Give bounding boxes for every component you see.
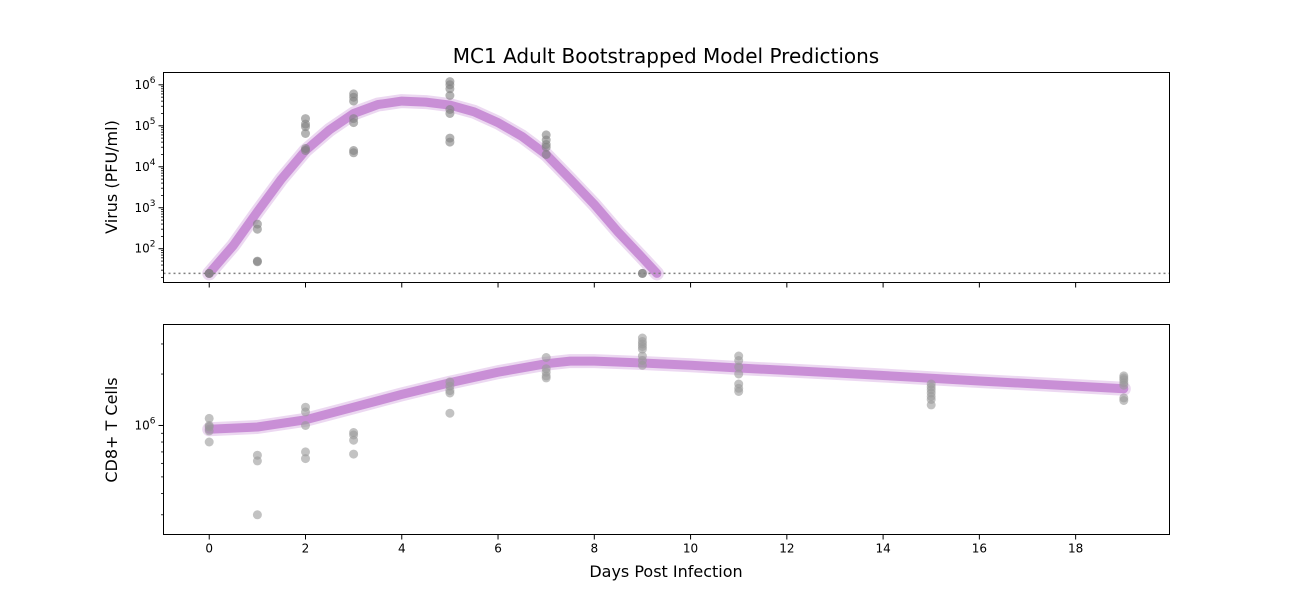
cd8-ytick-label-0: 106 — [134, 416, 155, 432]
cd8-y-ticks: 106 — [134, 343, 164, 516]
virus-ytick-label-3: 105 — [134, 117, 155, 133]
cd8-point-9 — [301, 407, 310, 417]
cd8-point-12 — [301, 454, 310, 464]
cd8-point-41 — [734, 387, 744, 396]
virus-ytick-label-1: 103 — [134, 199, 155, 215]
cd8-point-26 — [541, 373, 551, 383]
cd8-point-48 — [926, 400, 936, 410]
xtick-label-2: 4 — [398, 542, 406, 556]
virus-y-label: Virus (PFU/ml) — [102, 120, 121, 234]
virus-point-11 — [301, 146, 310, 155]
cd8-point-21 — [445, 408, 455, 418]
virus-ytick-label-2: 104 — [134, 158, 155, 174]
cd8-plot-area — [163, 324, 1170, 535]
virus-point-16 — [349, 118, 359, 128]
cd8-point-7 — [252, 510, 262, 520]
xtick-label-6: 12 — [779, 542, 794, 556]
cd8-point-37 — [734, 362, 744, 372]
virus-point-26 — [445, 137, 455, 147]
cd8-point-4 — [204, 437, 214, 447]
virus-ytick-label-4: 106 — [134, 76, 155, 92]
virus-plot-frame — [163, 72, 1170, 283]
virus-point-3 — [252, 224, 262, 234]
virus-y-ticks: 102 103 104 105 106 — [134, 76, 164, 278]
virus-point-22 — [445, 91, 455, 100]
cd8-point-10 — [301, 421, 310, 430]
virus-point-8 — [301, 122, 310, 132]
virus-points — [204, 77, 647, 278]
cd8-x-ticks: 0 2 4 6 8 10 12 14 16 18 — [205, 534, 1083, 556]
cd8-y-label: CD8+ T Cells — [102, 377, 121, 482]
cd8-point-38 — [734, 369, 744, 379]
cd8-point-15 — [349, 435, 359, 445]
virus-panel: 102 103 104 105 106 Virus (PFU/ml) — [102, 72, 1170, 288]
virus-plot-area — [163, 72, 1170, 283]
virus-point-31 — [541, 150, 551, 159]
cd8-point-36 — [734, 356, 744, 365]
cd8-points — [204, 333, 1129, 520]
cd8-point-0 — [204, 413, 214, 423]
cd8-plot-frame — [163, 324, 1170, 535]
cd8-point-11 — [301, 447, 310, 457]
virus-point-9 — [301, 129, 310, 138]
virus-point-30 — [541, 142, 551, 152]
virus-fit-line — [204, 96, 662, 278]
cd8-point-6 — [252, 456, 262, 466]
virus-fit-band — [202, 94, 664, 281]
xtick-label-0: 0 — [205, 542, 213, 556]
chart-title: MC1 Adult Bootstrapped Model Predictions — [453, 44, 879, 68]
virus-point-14 — [349, 96, 359, 106]
cd8-point-55 — [1119, 396, 1129, 405]
xtick-label-5: 10 — [683, 542, 698, 556]
virus-ytick-label-0: 102 — [134, 240, 155, 256]
virus-point-18 — [349, 148, 359, 158]
xtick-label-4: 8 — [590, 542, 598, 556]
cd8-point-53 — [1119, 380, 1129, 390]
virus-x-ticks — [208, 282, 1077, 288]
virus-point-21 — [445, 84, 455, 94]
virus-point-33 — [637, 268, 647, 278]
xtick-label-7: 14 — [875, 542, 890, 556]
xtick-label-9: 18 — [1068, 542, 1083, 556]
virus-point-24 — [445, 109, 455, 118]
cd8-point-20 — [445, 388, 455, 398]
cd8-point-34 — [637, 360, 647, 370]
xtick-label-3: 6 — [494, 542, 502, 556]
cd8-point-31 — [637, 344, 647, 354]
x-axis-label: Days Post Infection — [589, 562, 742, 581]
virus-point-5 — [252, 257, 262, 267]
cd8-point-16 — [349, 449, 359, 459]
cd8-panel: 106 0 2 4 6 8 10 12 14 16 18 CD8+ T Cells — [102, 324, 1170, 556]
xtick-label-8: 16 — [972, 542, 987, 556]
cd8-point-22 — [541, 353, 551, 362]
cd8-point-3 — [204, 426, 214, 436]
xtick-label-1: 2 — [302, 542, 310, 556]
